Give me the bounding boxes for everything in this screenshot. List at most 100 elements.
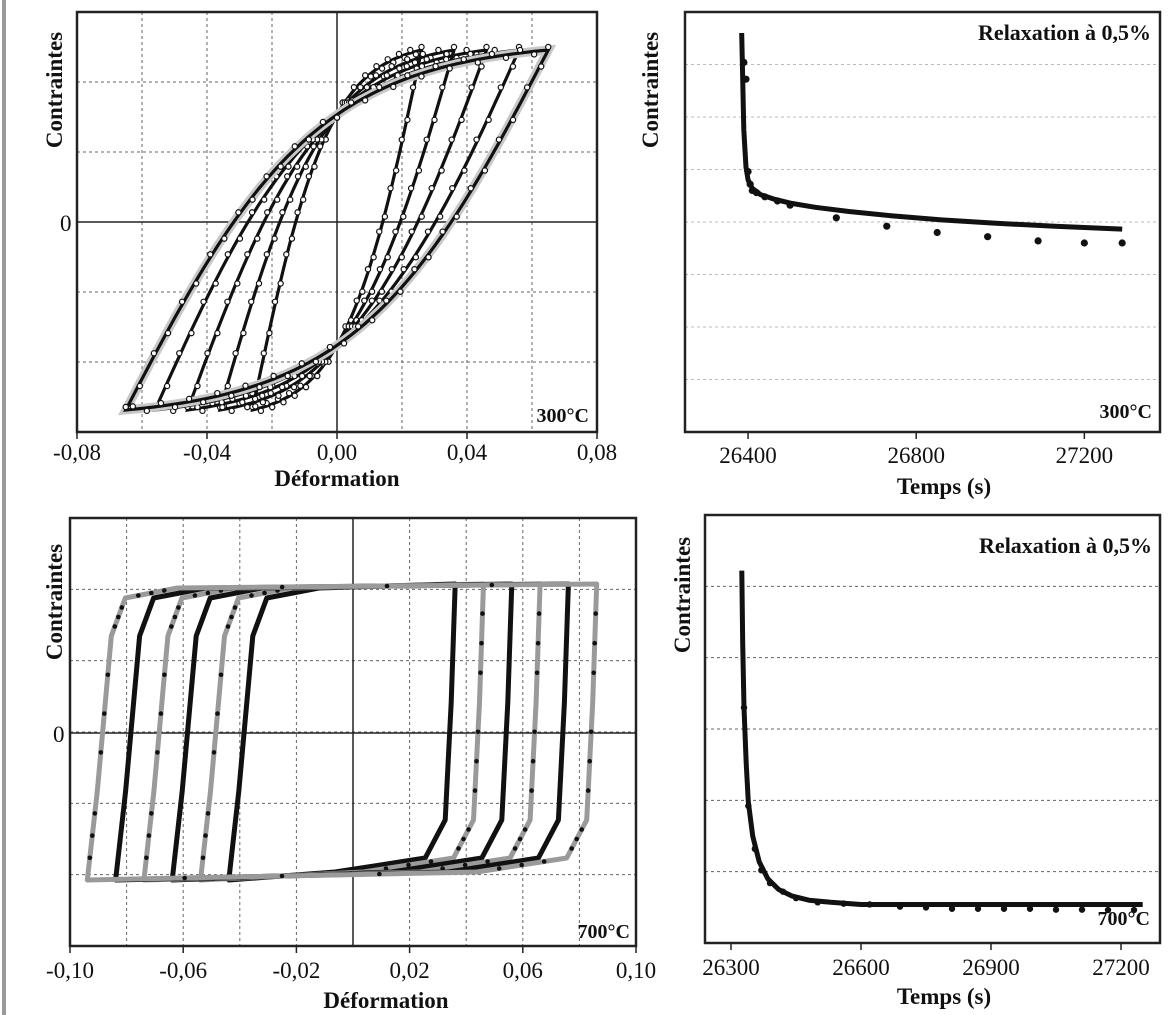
relaxation-data-point [744,168,752,176]
loop-data-point [447,729,453,735]
loop-data-point [305,136,313,143]
loop-data-point [214,389,221,397]
loop-data-point [563,670,568,676]
relaxation-data-point [896,903,904,910]
loop-data-point [355,866,361,871]
loop-data-point [98,750,104,755]
loop-data-point [535,640,541,646]
loop-data-point [158,711,164,716]
loop-data-point [253,624,259,629]
loop-data-point [283,251,290,258]
loop-data-point [483,43,490,51]
loop-data-point [314,372,321,380]
x-tick-label: 26600 [832,955,890,980]
loop-data-point [136,593,141,598]
relaxation-data-point [1104,906,1112,914]
loop-data-point [541,859,547,864]
relaxation-data-point [922,904,930,911]
loop-data-point [247,672,252,678]
loop-data-point [439,228,446,235]
loop-data-point [277,593,283,598]
relaxation-700-plot [739,570,1143,914]
relaxation-data-point [773,197,782,205]
loop-data-point [523,84,531,91]
loop-data-point [361,97,369,104]
loop-data-point [559,758,564,764]
loop-data-point [87,855,93,861]
loop-data-point [228,392,235,399]
loop-data-point [214,329,221,337]
loop-data-point [445,758,451,764]
loop-data-point [457,859,462,864]
relaxation-data-point [1034,237,1042,245]
loop-data-point [424,228,432,235]
relaxation-300-title: Relaxation à 0,5% [978,20,1151,45]
loop-data-point [507,640,513,646]
loop-data-point [218,672,224,678]
loop-data-point [274,196,281,203]
loop-data-point [456,846,461,851]
loop-data-point [370,253,377,261]
loop-data-point [232,605,238,610]
loop-data-point [579,827,584,832]
loop-data-point [449,670,455,676]
loop-data-point [373,63,380,70]
relaxation-data-point [792,894,800,902]
relaxation-700-panel: 26300 26600 26900 27200 Relaxation à 0,5% T… [670,513,1162,1009]
loop-data-point [474,59,482,66]
loop-data-point [149,811,154,816]
loop-data-point [400,213,407,220]
relaxation-data-point [866,901,873,908]
loop-data-point [423,56,430,63]
loop-data-point [407,46,414,54]
loop-data-point [279,873,285,879]
loop-data-point [143,407,151,415]
loop-data-point [242,382,249,389]
loop-data-point [593,611,598,616]
loop-data-point [102,711,107,716]
loop-data-point [517,836,523,842]
x-tick-label: -0,06 [159,958,207,983]
loop-data-point [261,196,268,203]
relaxation-data-point [1118,239,1126,247]
loop-data-point [418,73,425,80]
loop-data-point [333,114,341,121]
loop-data-point [536,611,542,616]
loop-data-point [509,63,517,70]
loop-data-point [234,280,241,287]
loop-data-point [530,758,536,764]
loop-data-point [242,392,250,399]
loop-data-point [90,833,95,838]
loop-data-point [224,382,231,390]
loop-data-point [275,392,282,399]
loop-data-point [565,611,570,616]
loop-data-point [392,228,399,235]
loop-data-point [203,833,208,838]
relaxation-data-point [740,704,748,711]
loop-model-line [84,581,600,883]
loop-data-point [367,73,374,80]
relaxation-data-point [1078,906,1086,913]
loop-data-point [164,593,169,598]
loop-data-point [261,605,266,610]
loop-data-point [574,836,579,842]
loop-data-point [502,758,508,764]
loop-data-point [357,84,364,91]
loop-data-point [588,729,594,735]
loop-data-point [218,398,225,406]
loop-data-point [377,862,383,868]
loop-data-point [302,163,309,170]
hysteresis-300-panel: -0,08 -0,04 0,00 0,04 0,08 0 Déformation Con… [42,10,617,491]
relaxation-data-point [840,900,847,907]
loop-data-point [240,329,247,337]
relaxation-data-point [1052,906,1060,913]
loop-data-point [415,167,423,174]
loop-data-point [400,265,407,273]
loop-data-point [140,624,146,629]
loop-data-point [460,56,467,63]
loop-data-point [204,350,211,357]
loop-data-point [428,185,435,192]
hysteresis-700-plot [84,581,600,883]
loop-data-point [232,350,239,357]
